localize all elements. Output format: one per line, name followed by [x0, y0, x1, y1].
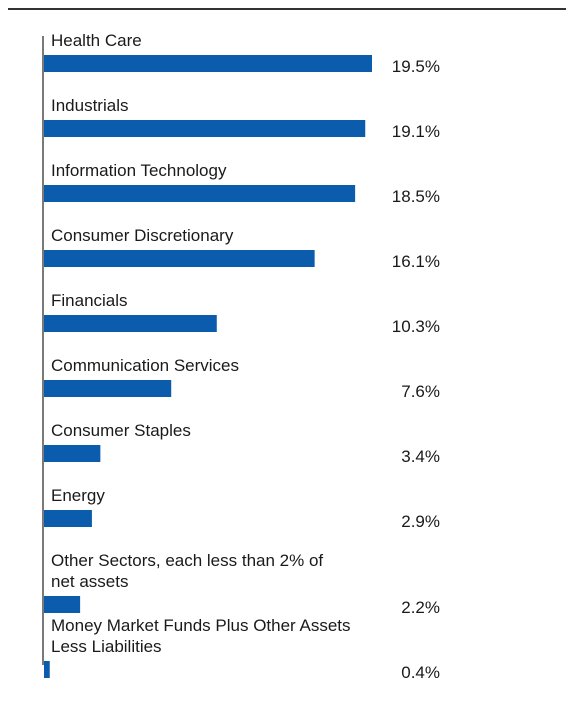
category-label: Energy [51, 486, 105, 505]
bar-row: Communication Services 7.6% [44, 356, 440, 401]
bar [44, 661, 50, 678]
category-label-line: Health Care [51, 31, 142, 50]
category-label-line: Other Sectors, each less than 2% of [51, 551, 323, 570]
bar-row: Energy 2.9% [44, 486, 440, 531]
value-label: 18.5% [392, 187, 440, 206]
bar-rows: Health Care 19.5% Industrials 19.1% Informat… [44, 31, 440, 682]
category-label: Information Technology [51, 161, 227, 180]
category-label: Consumer Staples [51, 421, 191, 440]
bar [44, 120, 366, 137]
value-label: 3.4% [401, 447, 440, 466]
category-label: Industrials [51, 96, 128, 115]
value-label: 2.9% [401, 512, 440, 531]
bar-row: Money Market Funds Plus Other Assets Less… [44, 616, 440, 682]
top-rule [8, 8, 566, 10]
category-label: Financials [51, 291, 128, 310]
bar [44, 185, 356, 202]
bar-row: Financials 10.3% [44, 291, 440, 336]
category-label-line: net assets [51, 572, 129, 591]
category-label: Health Care [51, 31, 142, 50]
category-label-line: Communication Services [51, 356, 239, 375]
bar [44, 596, 81, 613]
category-label: Money Market Funds Plus Other Assets Less… [51, 616, 351, 656]
value-label: 16.1% [392, 252, 440, 271]
bar [44, 315, 217, 332]
category-label: Consumer Discretionary [51, 226, 234, 245]
bar-row: Other Sectors, each less than 2% of net a… [44, 551, 440, 617]
bar-row: Information Technology 18.5% [44, 161, 440, 206]
bar [44, 510, 92, 527]
bar [44, 445, 101, 462]
bar [44, 250, 315, 267]
category-label-line: Consumer Staples [51, 421, 191, 440]
bar [44, 380, 172, 397]
category-label-line: Consumer Discretionary [51, 226, 234, 245]
bar-row: Consumer Staples 3.4% [44, 421, 440, 466]
bar-row: Industrials 19.1% [44, 96, 440, 141]
category-label-line: Industrials [51, 96, 128, 115]
bar [44, 55, 372, 72]
category-label-line: Less Liabilities [51, 637, 162, 656]
bar-row: Consumer Discretionary 16.1% [44, 226, 440, 271]
category-label-line: Money Market Funds Plus Other Assets [51, 616, 351, 635]
category-label-line: Information Technology [51, 161, 227, 180]
value-label: 7.6% [401, 382, 440, 401]
value-label: 10.3% [392, 317, 440, 336]
value-label: 19.5% [392, 57, 440, 76]
category-label-line: Financials [51, 291, 128, 310]
value-label: 19.1% [392, 122, 440, 141]
category-label: Other Sectors, each less than 2% of net a… [51, 551, 323, 591]
category-label: Communication Services [51, 356, 239, 375]
category-label-line: Energy [51, 486, 105, 505]
bar-row: Health Care 19.5% [44, 31, 440, 76]
value-label: 0.4% [401, 663, 440, 682]
value-label: 2.2% [401, 598, 440, 617]
